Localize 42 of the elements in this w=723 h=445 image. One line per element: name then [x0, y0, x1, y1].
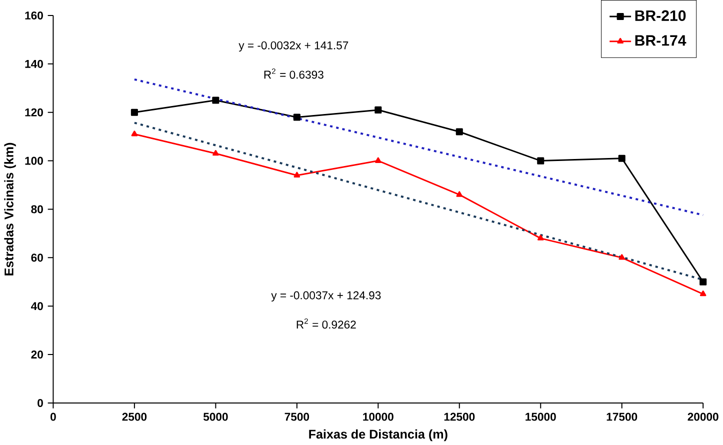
x-tick-label: 12500 [444, 412, 475, 421]
x-tick-label: 20000 [688, 412, 718, 421]
x-tick-label: 15000 [526, 412, 556, 421]
annotation: R$^{2}$ = 0.9262 [296, 318, 356, 328]
annotation: y = -0.0032x + 141.57 [238, 41, 348, 52]
x-tick-label: 10000 [363, 412, 394, 421]
point [131, 130, 138, 136]
point [537, 157, 544, 164]
y-tick-label: 20 [31, 350, 43, 358]
legend-label: BR-210 [635, 10, 686, 21]
annotation: y = -0.0037x + 124.93 [271, 291, 381, 302]
x-tick-label: 0 [50, 412, 56, 421]
point [618, 254, 626, 260]
y-tick-label: 60 [31, 254, 43, 262]
point [375, 157, 382, 163]
point [374, 106, 382, 114]
point [537, 234, 544, 240]
point [130, 108, 138, 116]
point [294, 172, 300, 178]
y-tick-label: 40 [31, 302, 43, 310]
x-tick-label: 5000 [203, 412, 228, 421]
y-tick-label: 160 [25, 11, 43, 20]
annotation: R$^{2}$ = 0.6393 [264, 68, 324, 79]
y-tick-label: 140 [25, 60, 43, 68]
y-tick-label: 100 [25, 156, 43, 165]
y-tick-label: 120 [25, 108, 43, 116]
x-tick-label: 17500 [606, 412, 638, 421]
point [293, 114, 300, 121]
point [700, 278, 707, 286]
point [456, 128, 463, 136]
x-tick-label: 2500 [122, 412, 147, 421]
y-axis-title: Estradas Vicinais (km) [4, 142, 16, 276]
point [212, 96, 220, 104]
y-tick-label: 0 [38, 398, 43, 407]
x-axis-title: Faixas de Distancia (m) [309, 429, 448, 441]
point [456, 191, 463, 197]
y-tick-label: 80 [31, 205, 43, 214]
point [700, 290, 706, 296]
point [618, 154, 626, 162]
point [212, 150, 219, 156]
legend-label: BR-174 [635, 35, 686, 46]
x-tick-label: 7500 [284, 412, 310, 421]
